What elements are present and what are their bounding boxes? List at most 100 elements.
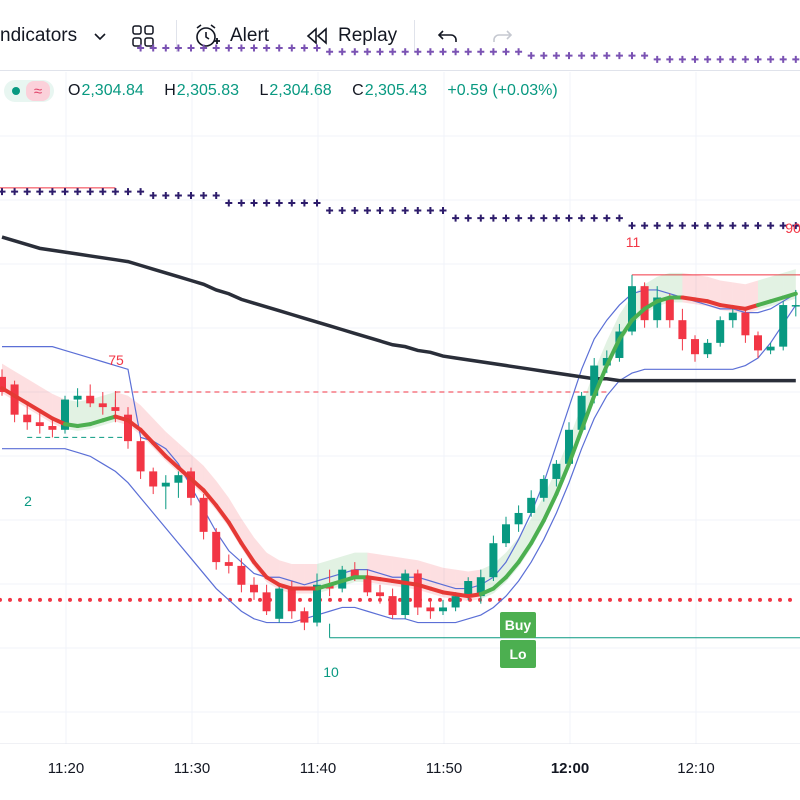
candle-body (275, 588, 284, 619)
candle-body (73, 395, 82, 400)
hull-ma-segment (781, 291, 798, 300)
replay-button[interactable]: Replay (304, 22, 397, 50)
close-value: 2,305.43 (364, 82, 427, 99)
candle-body (161, 482, 170, 487)
cross-marker (540, 214, 548, 222)
hull-ma-segment (403, 580, 420, 587)
cross-marker (527, 214, 535, 222)
cross-marker (48, 188, 56, 196)
cross-marker (225, 199, 233, 207)
wave-icon[interactable]: ≈ (26, 81, 50, 101)
cross-marker-faded (439, 48, 447, 56)
cross-marker-faded (389, 48, 397, 56)
hull-ma-segment (705, 299, 723, 308)
hull-ma-segment (365, 575, 382, 582)
candle-body (111, 407, 120, 411)
candle-body (615, 331, 624, 358)
cross-marker-faded (704, 55, 712, 63)
indicator-visibility-pill[interactable]: ≈ (4, 80, 54, 102)
cross-marker-faded (351, 48, 359, 56)
hull-ma-segment (617, 318, 634, 342)
pivot-label-high: 75 (108, 352, 124, 368)
cross-marker (439, 207, 447, 215)
buy-signal-tag[interactable]: Buy (500, 612, 536, 638)
candle-body (502, 524, 510, 544)
hull-ma-segment (340, 575, 357, 583)
cross-marker (401, 207, 409, 215)
cross-marker-faded (401, 48, 409, 56)
indicators-button[interactable]: ndicators (0, 22, 77, 50)
low-key: L (259, 82, 269, 99)
hull-ma-segment (50, 416, 67, 427)
cross-marker-faded (313, 44, 321, 52)
hull-ma-segment (567, 427, 584, 466)
cross-marker (691, 222, 699, 230)
cross-marker (23, 188, 31, 196)
replay-icon (306, 27, 327, 45)
candle-body (741, 312, 750, 336)
cross-marker (162, 191, 170, 199)
pivot-label-low: 2 (24, 493, 32, 509)
second-signal-tag[interactable]: Lo (500, 640, 536, 668)
hull-ma-segment (378, 577, 395, 583)
candle-body (728, 312, 737, 321)
candle-body (464, 581, 473, 597)
hull-ma-segment (554, 461, 571, 497)
layout-grid-icon[interactable] (130, 22, 156, 50)
candle-body (754, 335, 762, 351)
chevron-down-icon[interactable] (92, 22, 108, 50)
high-value: 2,305.83 (176, 82, 240, 99)
candle-body (628, 286, 636, 332)
cross-marker (741, 222, 749, 230)
status-dot-icon (12, 87, 20, 95)
cross-marker-faded (653, 55, 661, 63)
candle-body (426, 607, 435, 612)
cross-marker-faded (338, 48, 346, 56)
cross-marker-faded (149, 44, 157, 52)
cross-marker (149, 191, 157, 199)
hull-ma-segment (743, 303, 760, 311)
candle-body (439, 607, 447, 612)
hull-ma-segment (478, 586, 496, 597)
candle-body (350, 569, 359, 578)
candle-body (703, 342, 712, 355)
candle-body (413, 573, 422, 608)
candle-body (187, 471, 195, 498)
cross-marker (578, 214, 586, 222)
high-key: H (164, 82, 176, 99)
cross-marker (515, 214, 523, 222)
hull-ma-segment (466, 592, 483, 599)
price-chart[interactable] (0, 0, 800, 744)
hull-ma-segment (163, 454, 181, 470)
cross-marker (792, 222, 800, 230)
cross-marker (628, 222, 636, 230)
cross-marker-faded (414, 48, 422, 56)
hull-ma-segment (592, 363, 609, 398)
pivot-label-top-right-b: 90 (785, 220, 800, 236)
hull-ma-segment (151, 441, 168, 459)
candle-body (766, 346, 775, 351)
cross-marker-faded (716, 55, 724, 63)
alert-button[interactable]: Alert (192, 22, 269, 50)
change-value: +0.59 (+0.03%) (447, 82, 558, 99)
cross-marker (11, 188, 19, 196)
hull-ma-segment (768, 295, 786, 304)
chart-toolbar: ndicators Alert Replay (0, 0, 800, 70)
hull-band-segment (291, 563, 305, 594)
candle-body (565, 429, 573, 464)
hull-ma-segment (730, 304, 748, 311)
candle-body (149, 471, 158, 487)
cross-marker (61, 188, 69, 196)
cross-marker-faded (502, 48, 510, 56)
cross-marker-faded (578, 52, 586, 60)
candle-body (313, 584, 321, 623)
hull-ma-segment (239, 541, 256, 565)
redo-icon[interactable] (490, 22, 514, 50)
candle-body (86, 395, 95, 404)
cross-marker (489, 214, 497, 222)
cross-marker (300, 199, 308, 207)
hull-ma-segment (630, 306, 647, 323)
undo-icon[interactable] (436, 22, 460, 50)
hull-ma-segment (176, 465, 193, 481)
cross-marker (767, 222, 775, 230)
